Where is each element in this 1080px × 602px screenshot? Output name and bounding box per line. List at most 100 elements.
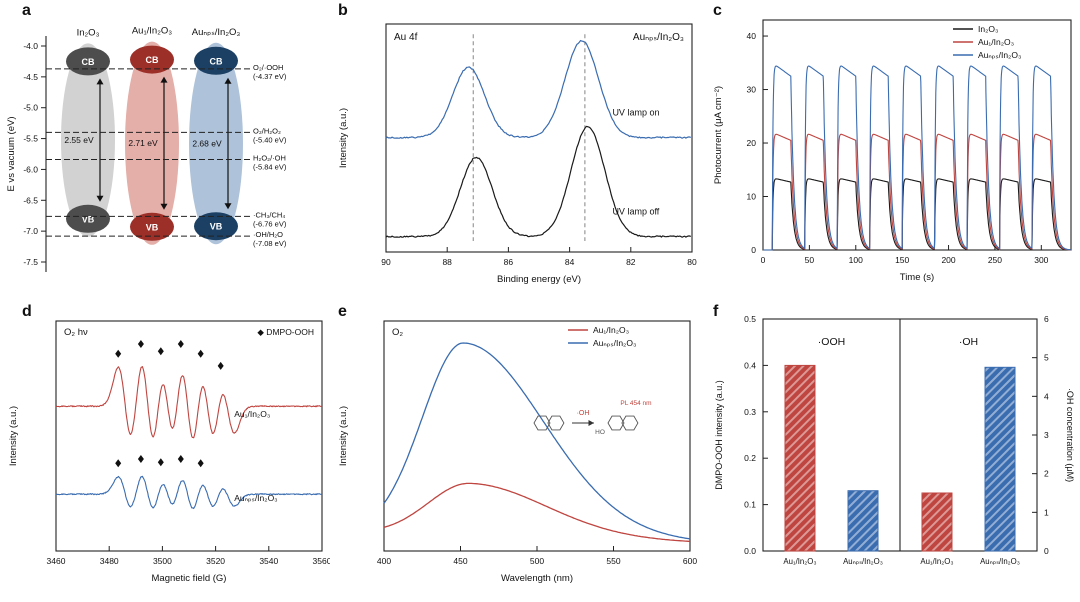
svg-text:0.1: 0.1 [744, 500, 756, 510]
svg-text:400: 400 [377, 556, 391, 566]
svg-text:-7.0: -7.0 [23, 226, 38, 236]
svg-text:(-5.84 eV): (-5.84 eV) [253, 163, 287, 172]
svg-text:E vs vacuum (eV): E vs vacuum (eV) [6, 117, 17, 192]
svg-text:O₂/·OOH: O₂/·OOH [253, 63, 283, 72]
svg-text:6: 6 [1044, 314, 1049, 324]
svg-text:40: 40 [747, 31, 757, 41]
panel-label-d: d [22, 303, 32, 320]
svg-text:Intensity (a.u.): Intensity (a.u.) [338, 108, 349, 168]
bar-plot: 0.0 0.1 0.2 0.3 0.4 0.5 ·OOH Au₁/In₂O₃ Auₙₚₛ/In₂… [714, 314, 1075, 566]
svg-text:3560: 3560 [313, 556, 330, 566]
svg-text:2.68 eV: 2.68 eV [192, 139, 222, 149]
svg-text:90: 90 [381, 257, 391, 267]
svg-text:PL 454 nm: PL 454 nm [620, 400, 651, 407]
bar [921, 492, 953, 552]
diamond-marker [177, 340, 184, 348]
svg-text:-4.5: -4.5 [23, 72, 38, 82]
diamond-marker [197, 459, 204, 468]
panel-f-bar-chart: f 0.0 0.1 0.2 0.3 0.4 0.5 ·OOH Au₁/In₂O₃ Auₙₚₛ/I… [705, 301, 1080, 602]
diamond-marker [137, 455, 144, 463]
svg-text:Auₙₚₛ/In₂O₃: Auₙₚₛ/In₂O₃ [593, 338, 636, 348]
svg-text:·OH/H₂O: ·OH/H₂O [253, 230, 283, 239]
svg-text:VB: VB [210, 222, 223, 232]
svg-text:10: 10 [747, 192, 757, 202]
svg-text:Au₁/In₂O₃: Au₁/In₂O₃ [978, 37, 1014, 47]
svg-text:Auₙₚₛ/In₂O₃: Auₙₚₛ/In₂O₃ [843, 557, 883, 566]
svg-text:5: 5 [1044, 353, 1049, 363]
svg-text:0.2: 0.2 [744, 453, 756, 463]
panel-label-c: c [713, 2, 722, 19]
panel-a-band-diagram: a -4.0 -4.5 -5.0 -5.5 -6.0 -6.5 -7.0 -7.5 E vs v… [0, 0, 330, 301]
svg-text:50: 50 [805, 255, 815, 265]
svg-text:3540: 3540 [259, 556, 278, 566]
svg-text:H₂O₂/·OH: H₂O₂/·OH [253, 154, 286, 163]
svg-text:2: 2 [1044, 469, 1049, 479]
svg-text:-6.5: -6.5 [23, 195, 38, 205]
svg-text:500: 500 [530, 556, 544, 566]
bar [784, 364, 816, 552]
svg-text:0.0: 0.0 [744, 546, 756, 556]
svg-text:150: 150 [895, 255, 909, 265]
svg-text:-6.0: -6.0 [23, 164, 38, 174]
xps-plot: 90 88 86 84 82 80 Binding energy (eV) Intensity… [338, 23, 697, 285]
bar [847, 490, 879, 552]
svg-text:VB: VB [146, 222, 159, 232]
svg-text:550: 550 [606, 556, 620, 566]
svg-text:CB: CB [210, 56, 223, 66]
svg-text:300: 300 [1034, 255, 1048, 265]
reaction-inset: ·OH HO PL 454 nm [533, 400, 652, 436]
svg-text:Auₙₚₛ/In₂O₃: Auₙₚₛ/In₂O₃ [980, 557, 1020, 566]
epr-chart: 3460 3480 3500 3520 3540 3560 Magnetic field (… [8, 320, 330, 584]
svg-text:Auₙₚₛ/In₂O₃: Auₙₚₛ/In₂O₃ [633, 32, 684, 43]
svg-text:3500: 3500 [153, 556, 172, 566]
photocurrent-chart: 0 10 20 30 40 0 50 100 150 200 250 300 Time (s) Photo… [713, 19, 1072, 283]
svg-text:-5.5: -5.5 [23, 134, 38, 144]
diamond-marker [177, 455, 184, 463]
svg-text:UV lamp on: UV lamp on [612, 108, 659, 118]
svg-text:Magnetic field (G): Magnetic field (G) [152, 573, 227, 584]
svg-text:3480: 3480 [100, 556, 119, 566]
svg-text:CB: CB [146, 55, 159, 65]
svg-text:·OH: ·OH [577, 410, 590, 417]
svg-text:450: 450 [453, 556, 467, 566]
svg-text:DMPO-OOH intensity (a.u.): DMPO-OOH intensity (a.u.) [714, 380, 724, 490]
svg-text:Auₙₚₛ/In₂O₃: Auₙₚₛ/In₂O₃ [192, 27, 241, 38]
svg-text:3520: 3520 [206, 556, 225, 566]
series-path [55, 366, 323, 439]
svg-text:0: 0 [751, 245, 756, 255]
svg-text:200: 200 [941, 255, 955, 265]
svg-text:2.71 eV: 2.71 eV [128, 138, 158, 148]
svg-text:Au 4f: Au 4f [394, 32, 418, 43]
svg-text:0.4: 0.4 [744, 360, 756, 370]
svg-text:Au₁/In₂O₃: Au₁/In₂O₃ [783, 557, 816, 566]
svg-text:Intensity (a.u.): Intensity (a.u.) [8, 406, 19, 466]
svg-text:80: 80 [687, 257, 697, 267]
series-path [762, 178, 1072, 251]
svg-text:88: 88 [442, 257, 452, 267]
svg-text:(-4.37 eV): (-4.37 eV) [253, 72, 287, 81]
svg-text:82: 82 [626, 257, 636, 267]
svg-text:0: 0 [1044, 546, 1049, 556]
svg-text:(-5.40 eV): (-5.40 eV) [253, 135, 287, 144]
svg-text:600: 600 [683, 556, 697, 566]
panel-label-f: f [713, 303, 719, 320]
panel-label-a: a [22, 2, 31, 19]
photocurrent-plot: 0 10 20 30 40 0 50 100 150 200 250 300 Time (s) Photo… [713, 19, 1072, 283]
series-path [383, 342, 691, 540]
svg-text:84: 84 [565, 257, 575, 267]
svg-text:·OH concentration (μM): ·OH concentration (μM) [1065, 388, 1075, 482]
svg-text:·OOH: ·OOH [818, 336, 845, 348]
svg-text:100: 100 [849, 255, 863, 265]
bar-chart: 0.0 0.1 0.2 0.3 0.4 0.5 ·OOH Au₁/In₂O₃ Auₙₚₛ/In₂… [714, 314, 1075, 566]
svg-text:(-7.08 eV): (-7.08 eV) [253, 239, 287, 248]
series-path [55, 475, 323, 510]
svg-text:0: 0 [761, 255, 766, 265]
svg-text:In₂O₃: In₂O₃ [978, 24, 998, 34]
svg-text:0.3: 0.3 [744, 407, 756, 417]
svg-text:Intensity (a.u.): Intensity (a.u.) [338, 406, 349, 466]
panel-c-photocurrent: c 0 10 20 30 40 0 50 100 150 200 250 300 Time (s) Pho… [705, 0, 1080, 301]
diamond-marker [157, 347, 164, 356]
pl-chart: 400 450 500 550 600 Wavelength (nm) Intensity … [338, 320, 697, 584]
svg-text:4: 4 [1044, 391, 1049, 401]
